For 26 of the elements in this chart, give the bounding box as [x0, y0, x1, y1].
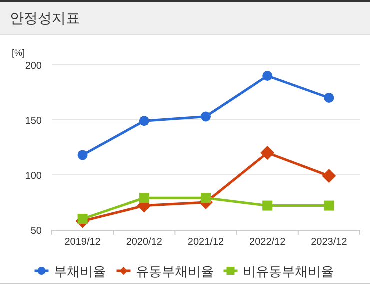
y-tick-label: 200 — [25, 61, 42, 72]
x-tick-label: 2023/12 — [311, 237, 348, 248]
chart-title: 안정성지표 — [10, 10, 80, 26]
point — [324, 93, 334, 103]
point — [324, 200, 334, 211]
point — [201, 112, 211, 122]
point — [260, 146, 275, 160]
point — [322, 169, 336, 184]
y-tick-label: 50 — [30, 226, 42, 237]
y-axis-title: [%] — [12, 48, 26, 58]
x-tick-label: 2019/12 — [64, 237, 102, 248]
y-tick-label: 100 — [25, 171, 42, 182]
x-tick-label: 2021/12 — [188, 237, 225, 248]
point — [262, 71, 273, 81]
point — [139, 193, 150, 204]
y-tick-label: 150 — [25, 116, 42, 127]
legend-label: 부채비율 — [54, 264, 106, 279]
point — [139, 116, 150, 126]
point — [262, 200, 273, 211]
point — [201, 193, 211, 204]
legend-label: 유동부채비율 — [136, 264, 214, 279]
x-tick-label: 2022/12 — [250, 237, 286, 248]
point — [78, 214, 88, 224]
x-tick-label: 2020/12 — [126, 237, 163, 248]
legend-label: 비유동부채비율 — [242, 264, 334, 279]
point — [78, 150, 88, 160]
